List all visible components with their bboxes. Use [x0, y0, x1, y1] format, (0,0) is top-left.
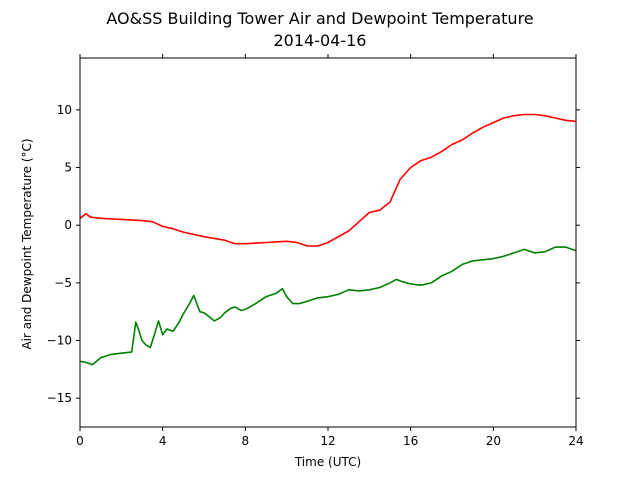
y-axis-label: Air and Dewpoint Temperature (°C) [20, 138, 34, 349]
y-axis: −15 −10 −5 0 5 10 [47, 103, 580, 405]
y-tick-label: 10 [57, 103, 72, 117]
x-tick-label: 16 [403, 434, 418, 448]
y-tick-label: −15 [47, 391, 72, 405]
series-layer [79, 113, 577, 366]
series-line-2 [79, 246, 577, 366]
x-tick-label: 0 [76, 434, 84, 448]
x-tick-label: 8 [242, 434, 250, 448]
x-axis: 0 4 8 12 16 20 24 [76, 54, 584, 448]
y-tick-label: 5 [64, 161, 72, 175]
x-tick-label: 20 [486, 434, 501, 448]
x-tick-label: 4 [159, 434, 167, 448]
y-tick-label: −5 [54, 276, 72, 290]
chart-subtitle: 2014-04-16 [274, 31, 367, 50]
x-tick-label: 24 [568, 434, 583, 448]
series-line-1 [79, 113, 577, 247]
x-tick-label: 12 [320, 434, 335, 448]
y-tick-label: −10 [47, 334, 72, 348]
y-tick-label: 0 [64, 218, 72, 232]
chart-title: AO&SS Building Tower Air and Dewpoint Te… [106, 9, 533, 28]
x-axis-label: Time (UTC) [294, 455, 361, 469]
